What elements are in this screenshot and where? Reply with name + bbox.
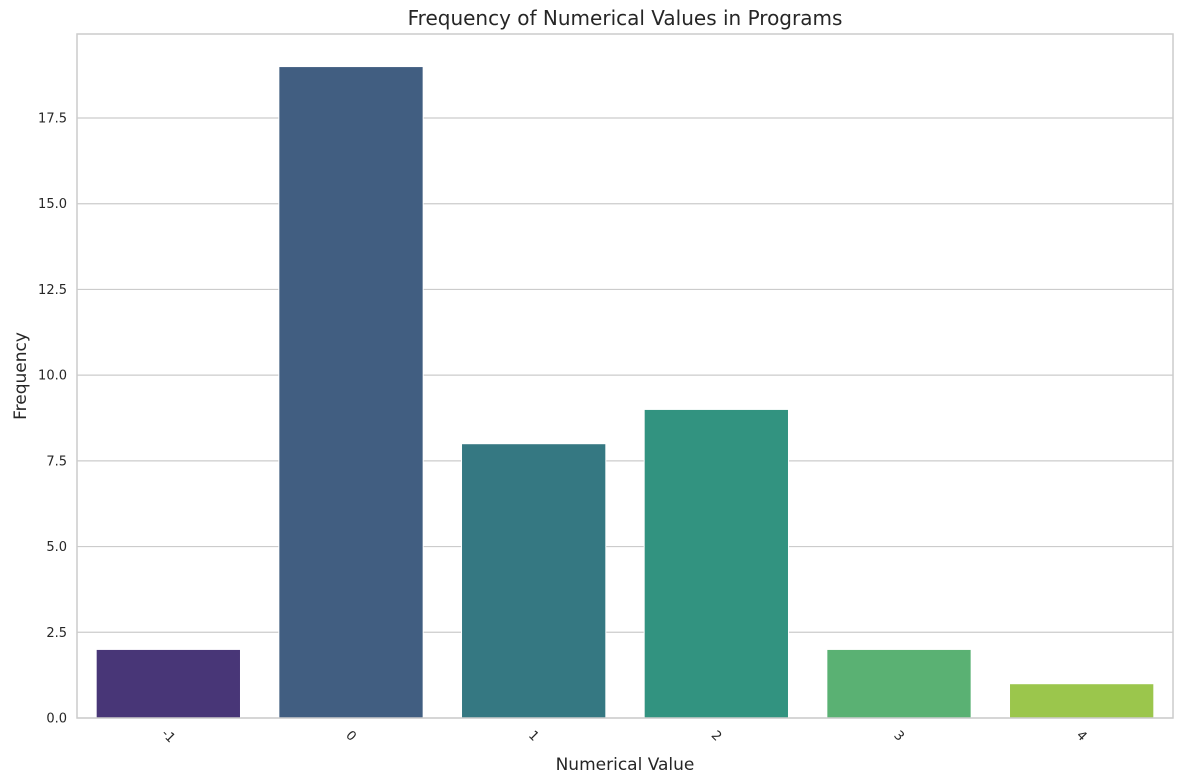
bar-2 [643,408,789,719]
y-tick-label: 5.0 [46,540,67,555]
x-tick-label: -1 [158,726,178,746]
bar-0 [278,66,424,719]
x-axis-label: Numerical Value [556,755,695,775]
y-tick-label: 10.0 [38,369,67,384]
gridlines [77,117,1173,719]
y-axis-label: Frequency [11,332,31,420]
bar-3 [826,648,972,719]
y-tick-label: 2.5 [46,626,67,641]
bars [95,66,1155,719]
x-tick-label: 2 [708,728,724,744]
y-tick-label: 17.5 [38,112,67,127]
y-tick-labels: 0.0 2.5 5.0 7.5 10.0 12.5 15.0 17.5 [38,112,67,727]
y-tick-label: 0.0 [46,712,67,727]
x-tick-label: 4 [1073,728,1089,744]
bar--1 [95,648,241,719]
plot-frame [76,33,1174,719]
x-tick-labels: -1 0 1 2 3 4 [158,726,1089,746]
y-tick-label: 12.5 [38,283,67,298]
x-tick-label: 1 [525,728,541,744]
chart-title: Frequency of Numerical Values in Program… [408,6,843,30]
bar-4 [1009,683,1155,719]
x-tick-label: 0 [342,728,358,744]
x-tick-label: 3 [890,728,906,744]
y-tick-label: 15.0 [38,197,67,212]
y-tick-label: 7.5 [46,454,67,469]
bar-1 [461,443,607,719]
